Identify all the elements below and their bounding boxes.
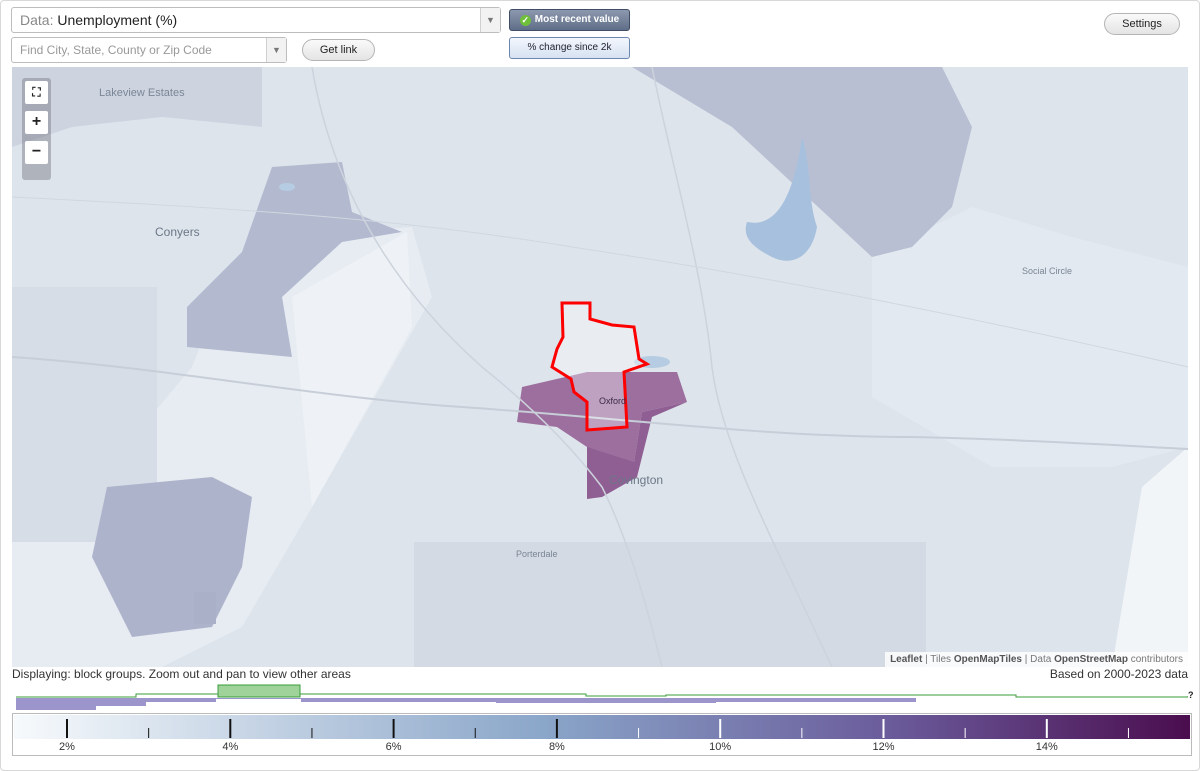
place-label-lakeview-estates: Lakeview Estates [99,87,185,99]
data-label: Data [1030,654,1052,665]
settings-button[interactable]: Settings [1104,13,1180,35]
block-group-area[interactable] [414,542,926,667]
checkmark-icon: ✓ [519,15,531,26]
legend-tick-label: 8% [548,741,565,753]
value-histogram [16,684,1188,710]
place-label-social-circle: Social Circle [1022,266,1073,276]
zoom-in-icon[interactable]: + [25,111,48,134]
block-group-area[interactable] [12,67,262,147]
place-label-oxford: Oxford [599,396,627,406]
block-group-area[interactable] [194,592,216,624]
leaflet-link[interactable]: Leaflet [890,654,923,665]
block-group-area[interactable] [292,232,412,507]
get-link-button[interactable]: Get link [302,39,375,61]
selected-area-outline[interactable] [550,301,651,432]
block-group-area[interactable] [1112,447,1188,667]
place-label-conyers: Conyers [155,225,200,239]
chevron-down-icon[interactable]: ▼ [480,8,500,32]
fullscreen-icon[interactable]: ⛶ [25,81,48,104]
display-level-note: Displaying: block groups. Zoom out and p… [12,667,351,681]
openmaptiles-link[interactable]: OpenMapTiles [953,654,1022,665]
legend-tick-label: 4% [222,741,239,753]
block-group-area[interactable] [12,287,157,542]
block-group-area[interactable] [872,207,1188,467]
color-legend: 2% 4% 6% 8% 10% 12% 14% [12,713,1192,756]
zoom-out-icon[interactable]: − [25,141,48,164]
percent-change-toggle[interactable]: % change since 2k [509,37,630,59]
legend-tick-label: 10% [709,741,732,753]
data-range-note: Based on 2000-2023 data [1049,667,1188,681]
choropleth-layer [12,67,1188,667]
tiles-label: Tiles [930,654,952,665]
chevron-down-icon[interactable]: ▼ [266,38,286,62]
location-search[interactable]: ▼ [11,37,287,63]
search-input[interactable] [12,38,262,62]
openstreetmap-link[interactable]: OpenStreetMap [1054,654,1128,665]
map-view[interactable]: Lakeview Estates Conyers Oxford Covingto… [12,67,1188,667]
legend-tick-label: 2% [59,741,75,753]
legend-tick-label: 14% [1035,741,1058,753]
legend-tick-label: 6% [385,741,402,753]
data-select-value: Unemployment (%) [57,12,178,28]
place-label-porterdale: Porterdale [516,549,558,559]
contributors-label: contributors [1130,654,1183,665]
zoom-control: ⛶ + − [22,78,51,180]
data-select-label: Data: [20,12,54,28]
unknown-value-marker: ? [1188,690,1194,700]
map-attribution: Leaflet | Tiles OpenMapTiles | Data Open… [885,652,1188,667]
place-label-covington: Covington [609,473,664,487]
most-recent-label: Most recent value [534,14,620,25]
legend-tick-label: 12% [872,741,895,753]
block-group-area[interactable] [517,372,687,499]
block-group-area[interactable] [587,402,687,499]
data-select[interactable]: Data: Unemployment (%) ▼ [11,7,501,33]
legend-gradient-bar [14,715,1190,739]
most-recent-value-toggle[interactable]: ✓ Most recent value [509,9,630,31]
legend-scale [14,715,1190,739]
block-group-area[interactable] [187,162,402,357]
